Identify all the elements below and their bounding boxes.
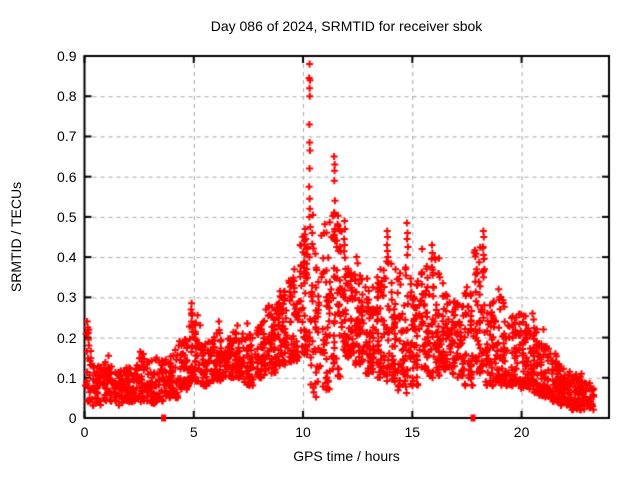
y-tick-label: 0.4 <box>57 249 77 266</box>
y-tick-label: 0.2 <box>57 329 77 346</box>
y-tick-label: 0.8 <box>57 88 77 105</box>
x-tick-label: 0 <box>80 424 89 440</box>
y-tick-label: 0.1 <box>57 369 77 386</box>
x-tick-label: 10 <box>295 424 311 440</box>
x-tick-label: 20 <box>513 424 530 440</box>
y-tick-label: 0.5 <box>57 208 77 225</box>
x-tick-label: 15 <box>404 424 421 440</box>
chart-title: Day 086 of 2024, SRMTID for receiver sbo… <box>210 18 483 34</box>
y-tick-label: 0.9 <box>57 48 77 64</box>
y-tick-label: 0.6 <box>57 168 77 185</box>
y-axis-label: SRMTID / TECUs <box>8 181 25 293</box>
y-tick-label: 0.7 <box>57 128 77 145</box>
x-axis-label: GPS time / hours <box>293 448 400 464</box>
y-tick-label: 0.3 <box>57 289 77 306</box>
y-tick-label: 0 <box>68 410 77 426</box>
x-tick-label: 5 <box>189 424 198 440</box>
